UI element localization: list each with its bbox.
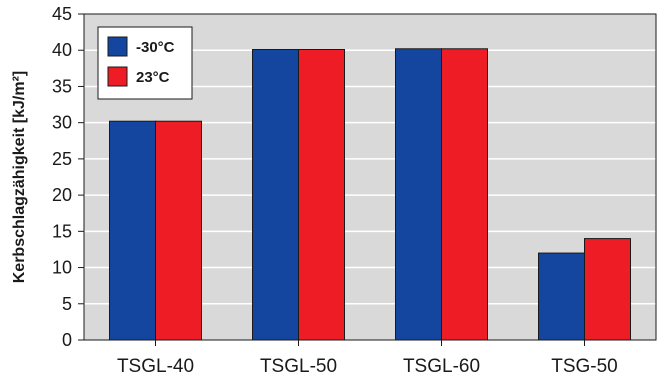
bar-TSGL-40-series-1 [109, 120, 156, 341]
x-category-label: TSGL-40 [117, 356, 194, 377]
bar-TSG-50-series-1 [538, 252, 585, 341]
y-tick-label: 35 [52, 76, 72, 96]
y-tick-label: 5 [62, 294, 72, 314]
x-category-label: TSGL-60 [403, 356, 480, 377]
y-tick-label: 10 [52, 258, 72, 278]
bar-TSGL-50-series-2 [298, 48, 345, 341]
bar-TSGL-40-series-2 [155, 120, 202, 341]
bar-TSGL-50-series-1 [252, 48, 299, 341]
y-tick-label: 0 [62, 330, 72, 350]
plot-frame [83, 13, 657, 341]
bar-TSG-50-series-2 [584, 238, 631, 341]
y-tick-label: 40 [52, 40, 72, 60]
legend-swatch-1 [107, 36, 128, 57]
y-tick-label: 15 [52, 221, 72, 241]
bar-TSGL-60-series-1 [395, 48, 442, 341]
y-tick-label: 20 [52, 185, 72, 205]
bar-TSGL-60-series-2 [441, 48, 488, 341]
y-tick-label: 45 [52, 4, 72, 24]
x-category-label: TSG-50 [551, 356, 618, 377]
x-category-label: TSGL-50 [260, 356, 337, 377]
x-axis-labels: TSGL-40 TSGL-50 TSGL-60 TSG-50 [117, 340, 618, 377]
y-tick-label: 30 [52, 113, 72, 133]
legend-swatch-2 [107, 66, 128, 87]
legend: -30°C 23°C [97, 26, 193, 100]
y-axis-ticks: 0 5 10 15 20 25 30 35 40 45 [52, 4, 84, 350]
legend-label-2: 23°C [136, 69, 170, 86]
y-axis-title: Kerbschlagzähigkeit [kJ/m²] [11, 71, 28, 284]
y-tick-label: 25 [52, 149, 72, 169]
bars [109, 48, 631, 341]
legend-label-1: -30°C [136, 39, 175, 56]
